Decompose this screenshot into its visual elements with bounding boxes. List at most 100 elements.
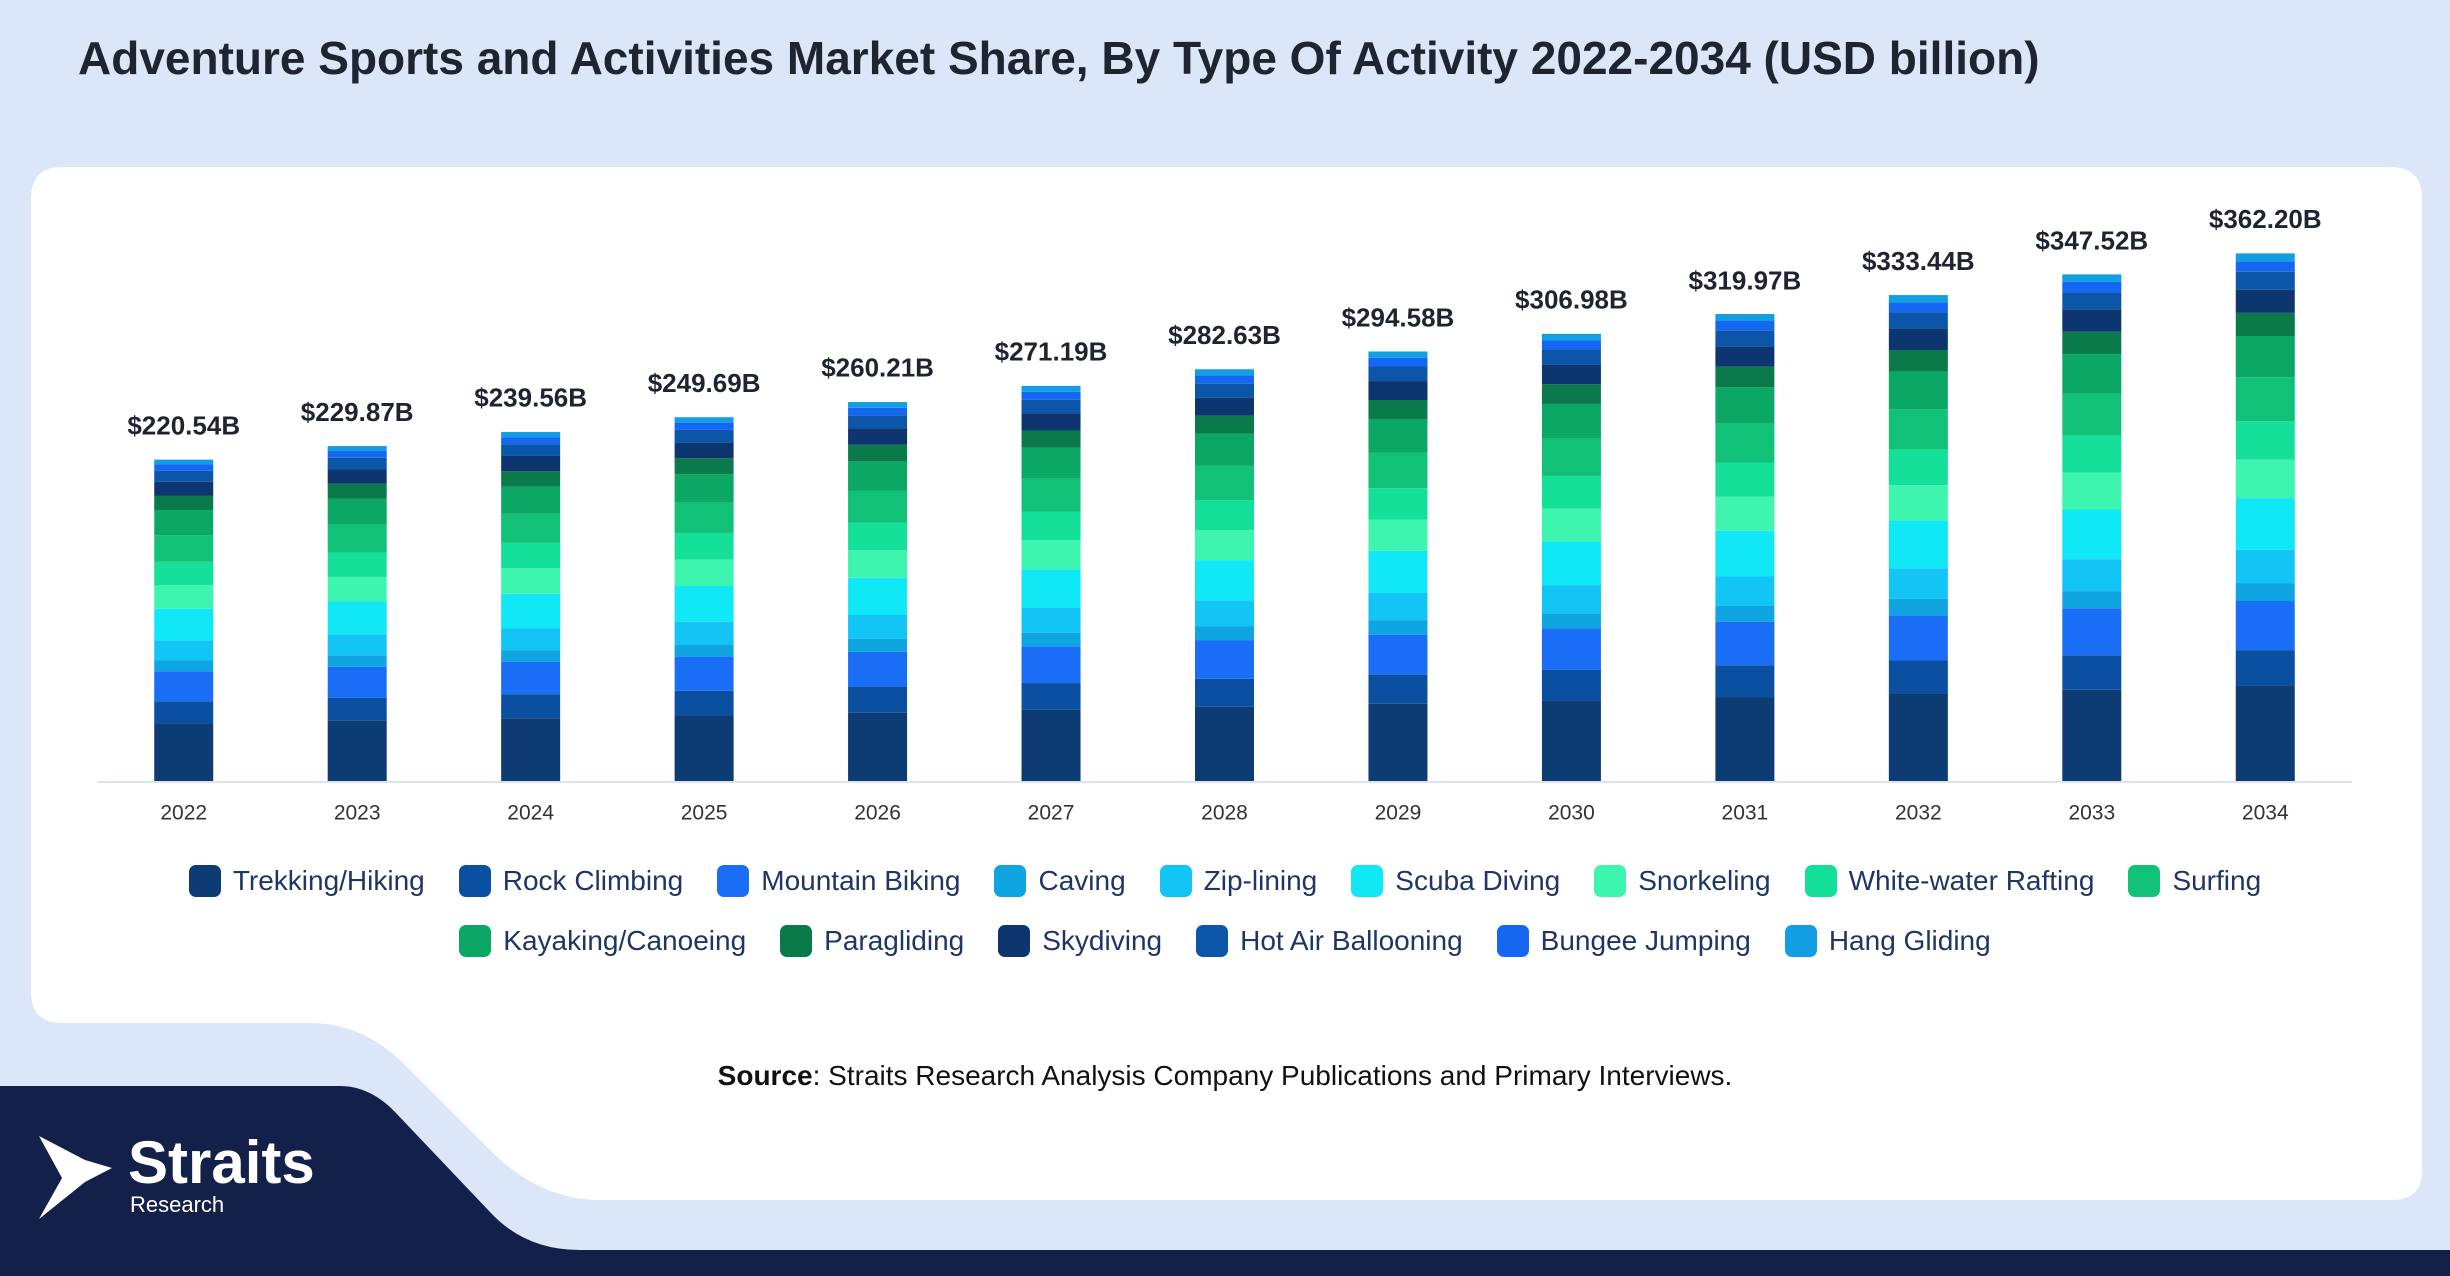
bar-segment: [848, 444, 908, 462]
logo-icon: [39, 1136, 112, 1219]
bar-segment: [501, 431, 561, 438]
bar-segment: [2235, 289, 2295, 313]
bar-segment: [1368, 366, 1428, 382]
bar-segment: [1888, 302, 1948, 313]
bar-segment: [327, 457, 387, 470]
bar-segment: [1368, 357, 1428, 367]
bar-segment: [2062, 393, 2122, 436]
legend-swatch: [998, 925, 1031, 957]
bar-segment: [1195, 600, 1254, 627]
bar-segment: [1541, 364, 1601, 385]
bar-segment: [1368, 488, 1428, 520]
bar-segment: [848, 686, 908, 713]
total-label: $347.52B: [2035, 225, 2148, 255]
bar-segment: [501, 437, 561, 445]
legend-item: Bungee Jumping: [1496, 918, 1751, 964]
bar-segment: [1368, 351, 1428, 358]
bar-segment: [1888, 409, 1948, 450]
bar-segment: [2062, 559, 2122, 592]
bar-segment: [1541, 541, 1601, 586]
x-tick-label: 2024: [507, 802, 554, 825]
bar-segment: [2062, 292, 2122, 310]
bar-segment: [1368, 381, 1428, 401]
bar-segment: [1715, 423, 1775, 463]
legend-swatch: [2128, 865, 2161, 897]
total-label: $239.56B: [474, 383, 587, 413]
bar-segment: [1021, 399, 1081, 414]
bar-segment: [1021, 430, 1081, 448]
bar-segment: [1021, 709, 1081, 781]
bar-segment: [2062, 435, 2122, 473]
bar-segment: [2235, 459, 2295, 499]
bar-segment: [501, 628, 561, 651]
bar-segment: [1368, 634, 1428, 675]
bar-segment: [1021, 391, 1081, 400]
logo-sub: Research: [130, 1192, 224, 1217]
bar-segment: [1541, 340, 1601, 350]
bar-segment: [674, 532, 734, 560]
legend-swatch: [458, 865, 491, 897]
bar-segment: [674, 585, 734, 622]
bar-segment: [1195, 560, 1254, 601]
bar-segment: [1021, 683, 1081, 710]
bar-segment: [1715, 496, 1775, 531]
bar-segment: [2062, 331, 2122, 354]
bar-segment: [848, 522, 908, 551]
bar-segment: [2235, 261, 2295, 272]
bar-segment: [154, 459, 214, 465]
logo-name: Straits: [128, 1129, 315, 1196]
bar-segment: [848, 577, 908, 615]
bar-segment: [674, 458, 734, 475]
bar-segment: [2062, 655, 2122, 690]
bar-segment: [154, 470, 214, 482]
bar-segment: [1195, 383, 1254, 398]
bar-segment: [1715, 321, 1775, 331]
bar-segment: [1715, 366, 1775, 388]
bar-segment: [1195, 500, 1254, 531]
legend-label: Trekking/Hiking: [232, 865, 425, 896]
bar-segment: [1195, 706, 1254, 781]
legend-label: Surfing: [2172, 865, 2262, 896]
bar-segment: [1195, 375, 1254, 384]
legend-swatch: [459, 925, 492, 957]
bar-segment: [501, 568, 561, 594]
legend-row: Kayaking/Canoeing Paragliding Skydiving Hot…: [459, 918, 1991, 964]
bar-segment: [1541, 333, 1601, 341]
bar-segment: [2235, 685, 2295, 781]
bar-segment: [501, 593, 561, 629]
bar-segment: [1021, 607, 1081, 633]
chart-title: Adventure Sports and Activities Market S…: [78, 32, 2040, 84]
total-label: $362.20B: [2209, 204, 2322, 234]
bar-segment: [1715, 530, 1775, 577]
bar-segment: [327, 576, 387, 602]
bar-segment: [848, 638, 908, 652]
x-tick-label: 2022: [160, 802, 207, 825]
bar-segment: [2062, 281, 2122, 293]
legend-label: Bungee Jumping: [1540, 925, 1751, 956]
bar-segment: [1195, 465, 1254, 501]
bar-segment: [1888, 449, 1948, 486]
bar-segment: [2235, 583, 2295, 601]
bar-segment: [2062, 309, 2122, 332]
total-label: $271.19B: [995, 337, 1108, 367]
bar-segment: [1715, 576, 1775, 606]
legend-item: Kayaking/Canoeing: [459, 918, 746, 964]
bar-segment: [1888, 312, 1948, 329]
bar-segment: [1021, 511, 1081, 541]
bar-segment: [327, 697, 387, 721]
bar-segment: [1715, 462, 1775, 497]
legend-item: Hang Gliding: [1784, 918, 1991, 964]
bar-segment: [1195, 640, 1254, 679]
bar-segment: [848, 712, 908, 781]
bar-segment: [327, 634, 387, 656]
bar-segment: [1541, 438, 1601, 476]
legend-label: Mountain Biking: [761, 865, 961, 896]
bar-segment: [501, 661, 561, 695]
bar-segment: [154, 585, 214, 609]
bar-segment: [1021, 478, 1081, 512]
bar-segment: [1368, 418, 1428, 453]
legend-label: Skydiving: [1042, 925, 1163, 956]
legend-swatch: [1351, 865, 1384, 897]
bar-segment: [1368, 620, 1428, 635]
